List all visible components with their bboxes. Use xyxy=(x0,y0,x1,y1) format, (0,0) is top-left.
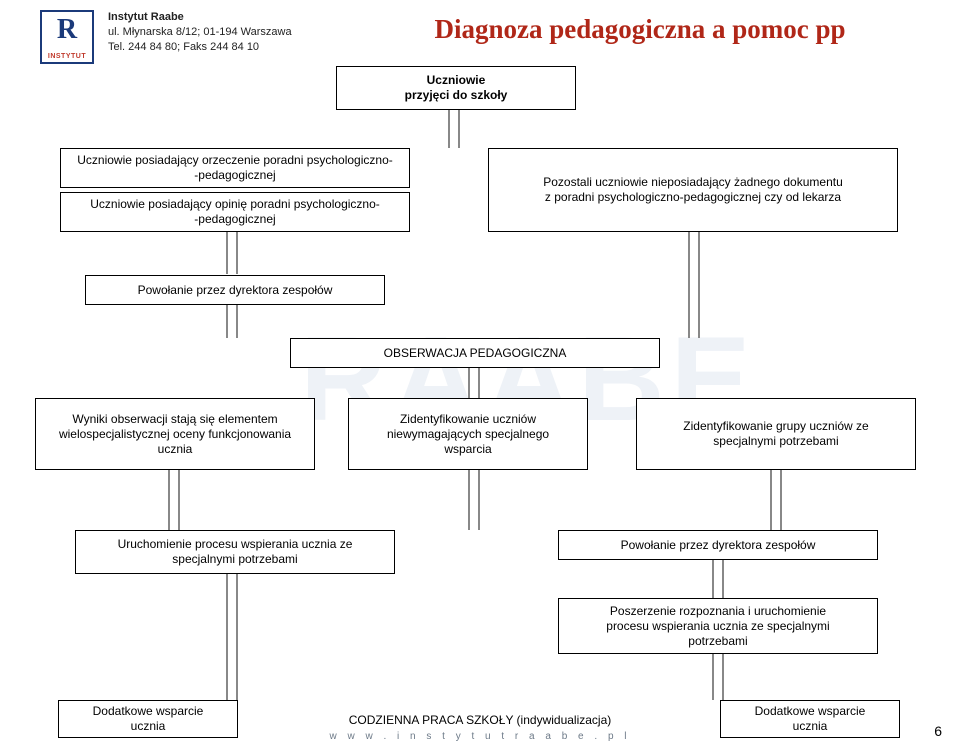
connector-4 xyxy=(468,368,480,398)
flow-box-b_posz: Poszerzenie rozpoznania i uruchomieniepr… xyxy=(558,598,878,654)
connector-1 xyxy=(226,232,238,274)
connector-7 xyxy=(770,470,782,530)
institute-name: Instytut Raabe xyxy=(108,10,292,25)
page-number: 6 xyxy=(934,723,942,739)
flow-box-b_w1: Wyniki obserwacji stają się elementemwie… xyxy=(35,398,315,470)
flow-box-b_zesp1: Powołanie przez dyrektora zespołów xyxy=(85,275,385,305)
institute-address: ul. Młynarska 8/12; 01-194 Warszawa xyxy=(108,25,292,40)
flow-box-b_w3: Zidentyfikowanie grupy uczniów zespecjal… xyxy=(636,398,916,470)
connector-10 xyxy=(712,654,724,700)
footer-url: w w w . i n s t y t u t r a a b e . p l xyxy=(0,731,960,745)
flow-box-b_w2: Zidentyfikowanie uczniówniewymagających … xyxy=(348,398,588,470)
flow-box-b_u1: Uruchomienie procesu wspierania ucznia z… xyxy=(75,530,395,574)
logo: R INSTYTUT xyxy=(40,10,94,64)
logo-bottom-text: INSTYTUT xyxy=(48,53,86,60)
connector-0 xyxy=(448,110,460,148)
flow-box-b_zesp2: Powołanie przez dyrektora zespołów xyxy=(558,530,878,560)
flow-box-b_left1: Uczniowie posiadający orzeczenie poradni… xyxy=(60,148,410,188)
connector-8 xyxy=(226,574,238,700)
connector-5 xyxy=(168,470,180,530)
institute-textblock: Instytut Raabe ul. Młynarska 8/12; 01-19… xyxy=(108,10,292,55)
footer-center-text: CODZIENNA PRACA SZKOŁY (indywidualizacja… xyxy=(270,713,690,727)
flow-box-b_right1: Pozostali uczniowie nieposiadający żadne… xyxy=(488,148,898,232)
connector-3 xyxy=(226,305,238,338)
connector-6 xyxy=(468,470,480,530)
connector-2 xyxy=(688,232,700,338)
logo-letter: R xyxy=(42,14,92,46)
flow-box-b_left2: Uczniowie posiadający opinię poradni psy… xyxy=(60,192,410,232)
connector-9 xyxy=(712,560,724,598)
flow-box-b_obs: OBSERWACJA PEDAGOGICZNA xyxy=(290,338,660,368)
institute-phone: Tel. 244 84 80; Faks 244 84 10 xyxy=(108,40,292,55)
header: R INSTYTUT Instytut Raabe ul. Młynarska … xyxy=(40,10,940,64)
flow-box-b_top: Uczniowieprzyjęci do szkoły xyxy=(336,66,576,110)
